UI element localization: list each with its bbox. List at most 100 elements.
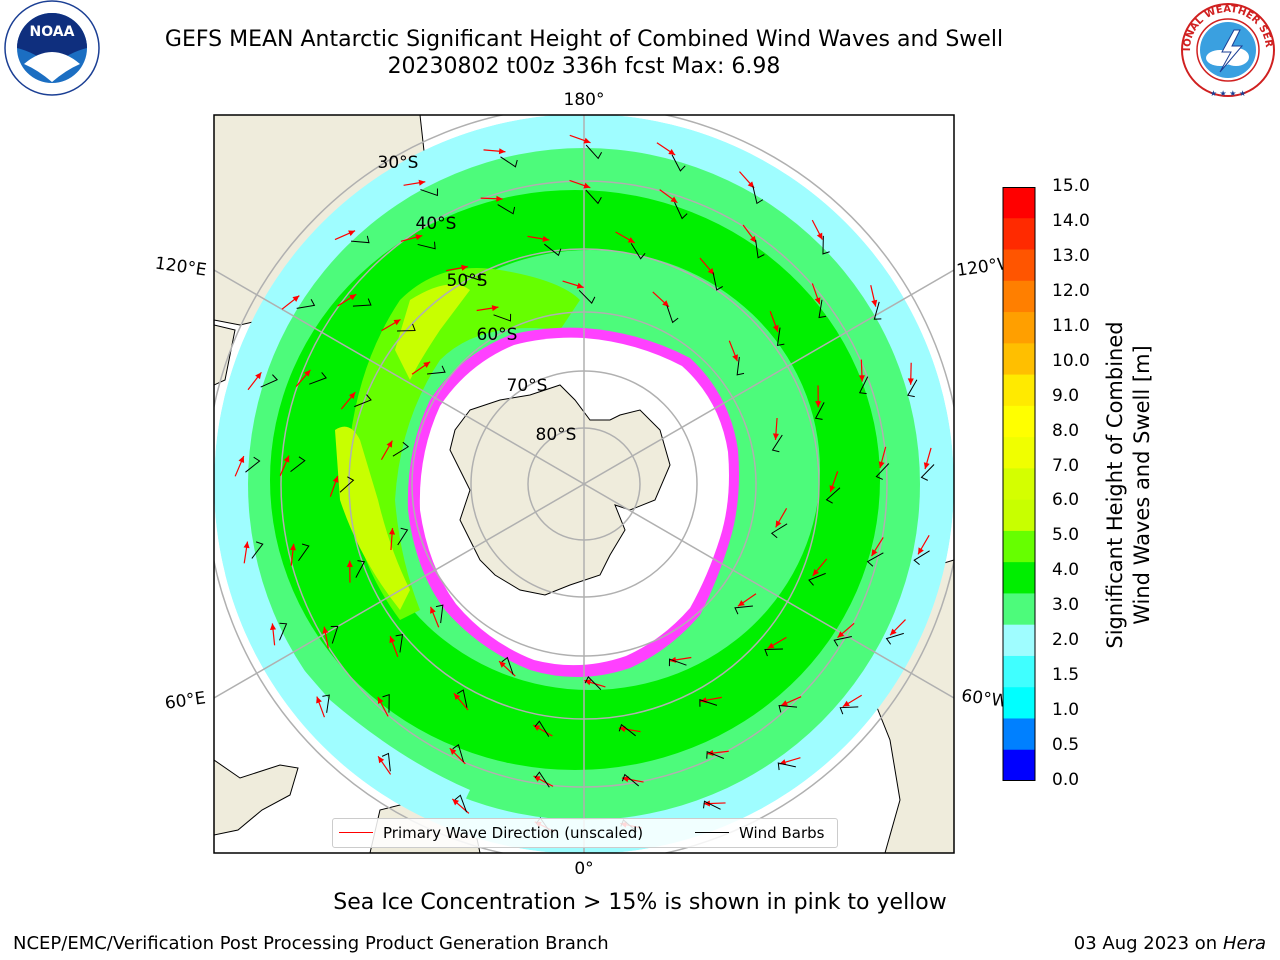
wind-barb — [462, 273, 481, 281]
wave-direction-arrowhead — [378, 756, 385, 764]
colorbar-segment — [1003, 249, 1035, 282]
wave-direction-arrowhead — [377, 696, 384, 704]
footer-date-text: 03 Aug 2023 on — [1073, 933, 1218, 954]
colorbar-segment — [1003, 687, 1035, 719]
wave-direction-arrowhead — [292, 295, 300, 302]
colorbar-title-line1: Significant Height of Combined — [1103, 321, 1127, 649]
colorbar-segment — [1003, 593, 1035, 626]
wave-direction-arrowhead — [871, 549, 878, 557]
wind-barb — [382, 693, 390, 713]
lon-label-top: 180° — [564, 90, 605, 110]
wave-direction-arrowhead — [496, 195, 503, 202]
lon-label-upper-left: 120°E — [154, 254, 208, 281]
colorbar-tick-label: 2.0 — [1052, 630, 1080, 651]
wave-direction-arrowhead — [415, 234, 423, 241]
colorbar-segment — [1003, 374, 1035, 407]
wave-direction-arrowhead — [322, 626, 329, 634]
sea-ice-note: Sea Ice Concentration > 15% is shown in … — [333, 890, 947, 915]
footer-machine: Hera — [1222, 933, 1266, 954]
colorbar-frame — [1002, 187, 1036, 781]
footer-branch: NCEP/EMC/Verification Post Processing Pr… — [13, 933, 609, 954]
wave-direction-arrowhead — [878, 461, 885, 469]
land-west-edge — [214, 324, 236, 386]
wave-direction-arrowhead — [772, 433, 779, 440]
wave-direction-arrowhead — [332, 475, 339, 483]
wave-direction-arrowhead — [749, 235, 757, 243]
lat-label-80s: 80°S — [536, 425, 577, 445]
wind-barb — [501, 656, 514, 675]
wave-direction-arrowhead — [767, 642, 775, 649]
wave-direction-arrowhead — [829, 485, 836, 493]
wind-barb — [674, 201, 688, 220]
wind-barb — [397, 323, 416, 332]
wave-direction-arrowhead — [583, 137, 591, 144]
colorbar-segment — [1003, 655, 1035, 688]
wave-direction-arrowhead — [814, 297, 821, 305]
colorbar-segment — [1003, 530, 1035, 563]
wave-direction-arrowhead — [662, 300, 669, 307]
wind-barb — [920, 464, 935, 481]
wind-barb — [395, 633, 404, 653]
wave-direction-arrowhead — [393, 319, 401, 326]
wave-direction-arrowhead — [583, 182, 591, 189]
wind-barb — [818, 299, 827, 319]
colorbar-tick-label: 8.0 — [1052, 420, 1080, 441]
wave-direction-arrowhead — [772, 324, 779, 332]
colorbar-tick-label: 0.5 — [1052, 735, 1080, 756]
wave-direction-arrowhead — [499, 661, 506, 668]
wave-direction-arrowhead — [837, 631, 845, 638]
wave-direction-arrowhead — [670, 196, 678, 203]
wind-barb — [913, 550, 930, 566]
colorbar-segment — [1003, 624, 1035, 657]
wind-barb — [907, 379, 918, 398]
colorbar-tick-label: 3.0 — [1052, 595, 1080, 616]
wind-barb — [764, 648, 783, 657]
colorbar-tick-label: 10.0 — [1052, 350, 1090, 371]
wave-direction-arrowhead — [890, 628, 897, 636]
wave-direction-arrowhead — [737, 600, 745, 607]
wind-barb — [585, 189, 602, 205]
wave-direction-arrowhead — [918, 547, 924, 555]
legend-label-wind-barbs: Wind Barbs — [739, 824, 825, 842]
wind-barb — [885, 632, 904, 645]
wave-direction-arrowhead — [346, 560, 353, 567]
colorbar-tick-label: 13.0 — [1052, 245, 1090, 266]
legend-label-wave-direction: Primary Wave Direction (unscaled) — [383, 824, 644, 842]
wind-barb — [808, 572, 826, 586]
band-6-7m-north — [395, 284, 470, 380]
wave-direction-arrowhead — [812, 569, 820, 576]
wind-barb — [381, 752, 391, 772]
wind-barb — [500, 156, 518, 168]
wind-barb — [873, 301, 882, 320]
wind-barb — [534, 720, 550, 737]
wind-barb — [296, 299, 316, 309]
wave-direction-arrowhead — [304, 369, 311, 377]
colorbar-title-line2: Wind Waves and Swell [m] — [1130, 345, 1154, 625]
wind-barb — [671, 154, 686, 172]
wind-barb — [290, 456, 306, 473]
wind-barb — [397, 527, 409, 546]
wave-direction-arrowhead — [243, 541, 250, 549]
band-6-7m-west — [335, 426, 410, 610]
wind-barb — [354, 394, 372, 408]
chart-title: GEFS MEAN Antarctic Significant Height o… — [164, 27, 1004, 52]
wind-barb — [776, 327, 785, 347]
wind-barb — [814, 402, 825, 420]
wave-direction-arrowhead — [775, 520, 782, 528]
wind-barb — [534, 771, 550, 788]
wind-barb — [825, 487, 841, 504]
legend-swatch-wind-barbs — [695, 832, 729, 833]
wind-barb — [435, 604, 444, 624]
wind-barb — [309, 372, 327, 385]
colorbar-segment — [1003, 280, 1035, 313]
wind-barb — [752, 185, 764, 205]
wave-direction-arrowhead — [452, 798, 460, 806]
colorbar-tick-label: 14.0 — [1052, 210, 1090, 231]
lat-label-60s: 60°S — [477, 325, 518, 345]
wind-barb — [621, 773, 640, 787]
wave-direction-arrowhead — [348, 392, 356, 399]
wind-barb — [251, 541, 264, 559]
wind-barb — [493, 313, 512, 322]
wind-barb — [417, 241, 436, 250]
